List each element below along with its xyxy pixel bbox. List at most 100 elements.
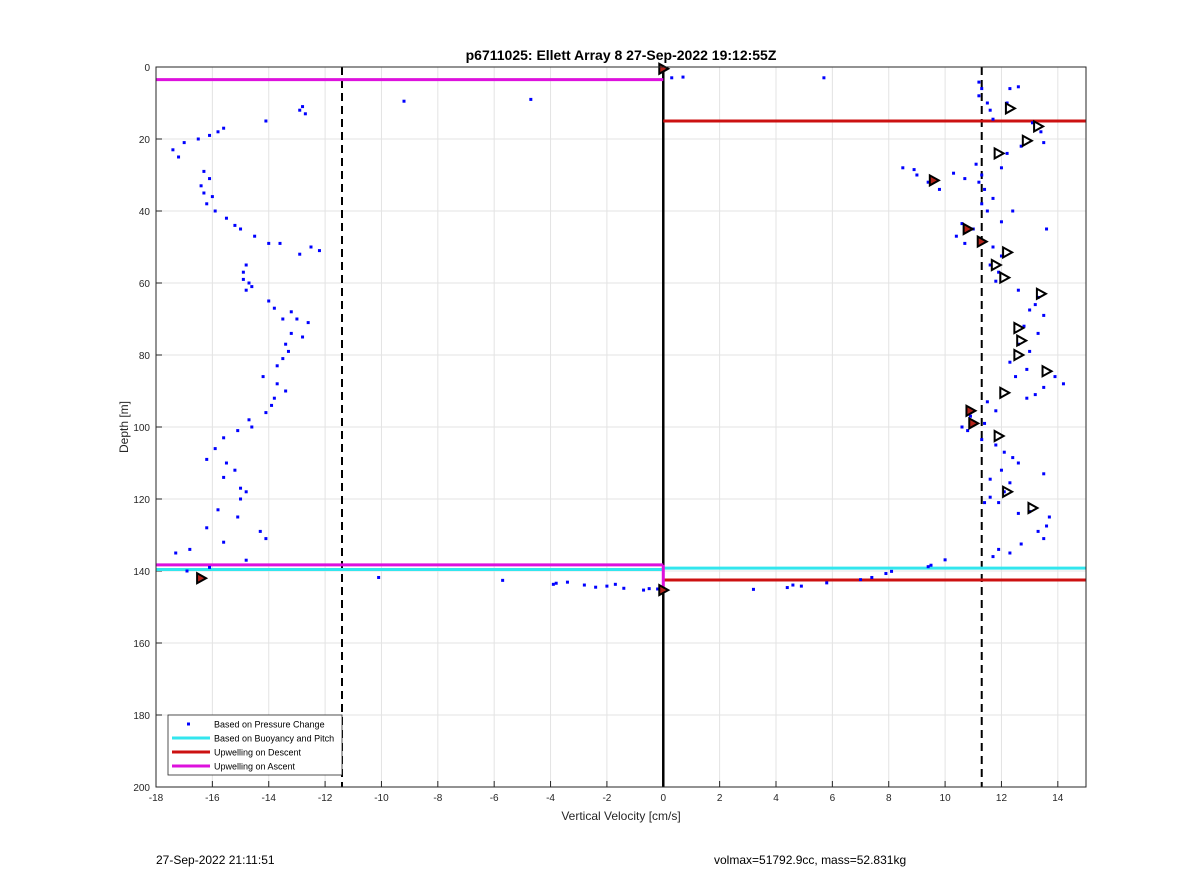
triangle-marker — [1013, 348, 1026, 362]
data-point — [622, 586, 626, 590]
data-point — [1045, 524, 1049, 528]
y-tick-label: 60 — [139, 279, 151, 290]
data-point — [208, 133, 212, 137]
highlight-markers — [196, 62, 989, 597]
data-point — [926, 565, 930, 569]
data-point — [267, 299, 271, 303]
data-point — [258, 529, 262, 533]
triangle-marker — [1035, 287, 1048, 301]
data-point — [1039, 130, 1043, 134]
data-point — [247, 418, 251, 422]
data-point — [233, 468, 237, 472]
data-point — [912, 168, 916, 172]
data-point — [239, 497, 243, 501]
data-point — [943, 558, 947, 562]
data-point — [1033, 393, 1037, 397]
triangle-marker — [1002, 485, 1015, 499]
highlight-marker — [658, 62, 671, 76]
x-tick-labels: -18 -16 -14 -12 -10 -8 -6 -4 -2 0 2 4 6 8 10 12 14 — [149, 793, 1064, 804]
data-point — [937, 187, 941, 191]
data-point — [196, 137, 200, 141]
data-point — [985, 101, 989, 105]
data-point — [1025, 367, 1029, 371]
data-point — [298, 108, 302, 112]
data-point — [1028, 349, 1032, 353]
data-point — [205, 526, 209, 530]
data-point — [966, 429, 970, 433]
data-point — [281, 317, 285, 321]
data-point — [1008, 360, 1012, 364]
data-point — [799, 584, 803, 588]
data-point — [289, 331, 293, 335]
triangle-marker — [999, 386, 1012, 400]
data-point — [1005, 151, 1009, 155]
data-point — [270, 403, 274, 407]
data-point — [303, 112, 307, 116]
triangle-marker — [993, 429, 1006, 443]
data-point — [1025, 396, 1029, 400]
data-point — [980, 87, 984, 91]
data-point — [977, 80, 981, 84]
data-point — [1016, 288, 1020, 292]
data-point — [301, 105, 305, 109]
data-point — [244, 288, 248, 292]
data-point — [222, 126, 226, 130]
y-tick-label: 100 — [133, 423, 150, 434]
y-tick-label: 140 — [133, 567, 150, 578]
data-point — [208, 177, 212, 181]
x-tick-label: -4 — [546, 793, 555, 804]
triangle-marker — [1013, 321, 1026, 335]
data-point — [1036, 529, 1040, 533]
data-point — [244, 490, 248, 494]
x-tick-label: 4 — [773, 793, 779, 804]
x-tick-label: -12 — [318, 793, 333, 804]
data-point — [402, 99, 406, 103]
data-point — [208, 565, 212, 569]
x-tick-label: 6 — [830, 793, 836, 804]
data-point — [267, 241, 271, 245]
data-point — [997, 270, 1001, 274]
highlight-marker — [968, 416, 981, 431]
data-point — [1011, 456, 1015, 460]
data-point — [1045, 227, 1049, 231]
data-point — [306, 321, 310, 325]
y-tick-label: 20 — [139, 135, 151, 146]
data-point — [1016, 85, 1020, 89]
data-point — [241, 270, 245, 274]
data-point — [213, 209, 217, 213]
data-point — [1042, 385, 1046, 389]
triangle-marker — [1016, 333, 1029, 348]
data-point — [647, 587, 651, 591]
triangle-marker — [1002, 245, 1015, 260]
data-point — [991, 245, 995, 249]
data-point — [174, 551, 178, 555]
data-point — [264, 119, 268, 123]
data-point — [613, 582, 617, 586]
data-point — [999, 468, 1003, 472]
data-point — [960, 222, 964, 226]
data-point — [994, 409, 998, 413]
data-point — [791, 583, 795, 587]
data-point — [216, 508, 220, 512]
y-axis-label: Depth [m] — [117, 401, 131, 453]
data-point — [551, 582, 555, 586]
data-point — [182, 141, 186, 145]
data-point — [983, 187, 987, 191]
legend-label: Based on Buoyancy and Pitch — [214, 734, 334, 744]
data-point — [988, 263, 992, 267]
x-tick-label: -10 — [374, 793, 389, 804]
data-point — [236, 429, 240, 433]
data-point — [594, 585, 598, 589]
data-point — [999, 254, 1003, 258]
data-point — [915, 173, 919, 177]
data-point — [275, 364, 279, 368]
data-point — [999, 220, 1003, 224]
x-axis-label: Vertical Velocity [cm/s] — [561, 809, 680, 823]
data-point — [202, 191, 206, 195]
data-point — [1014, 375, 1018, 379]
data-point — [991, 555, 995, 559]
data-point — [605, 584, 609, 588]
highlight-marker — [965, 404, 978, 418]
data-point — [751, 587, 755, 591]
data-point — [501, 578, 505, 582]
